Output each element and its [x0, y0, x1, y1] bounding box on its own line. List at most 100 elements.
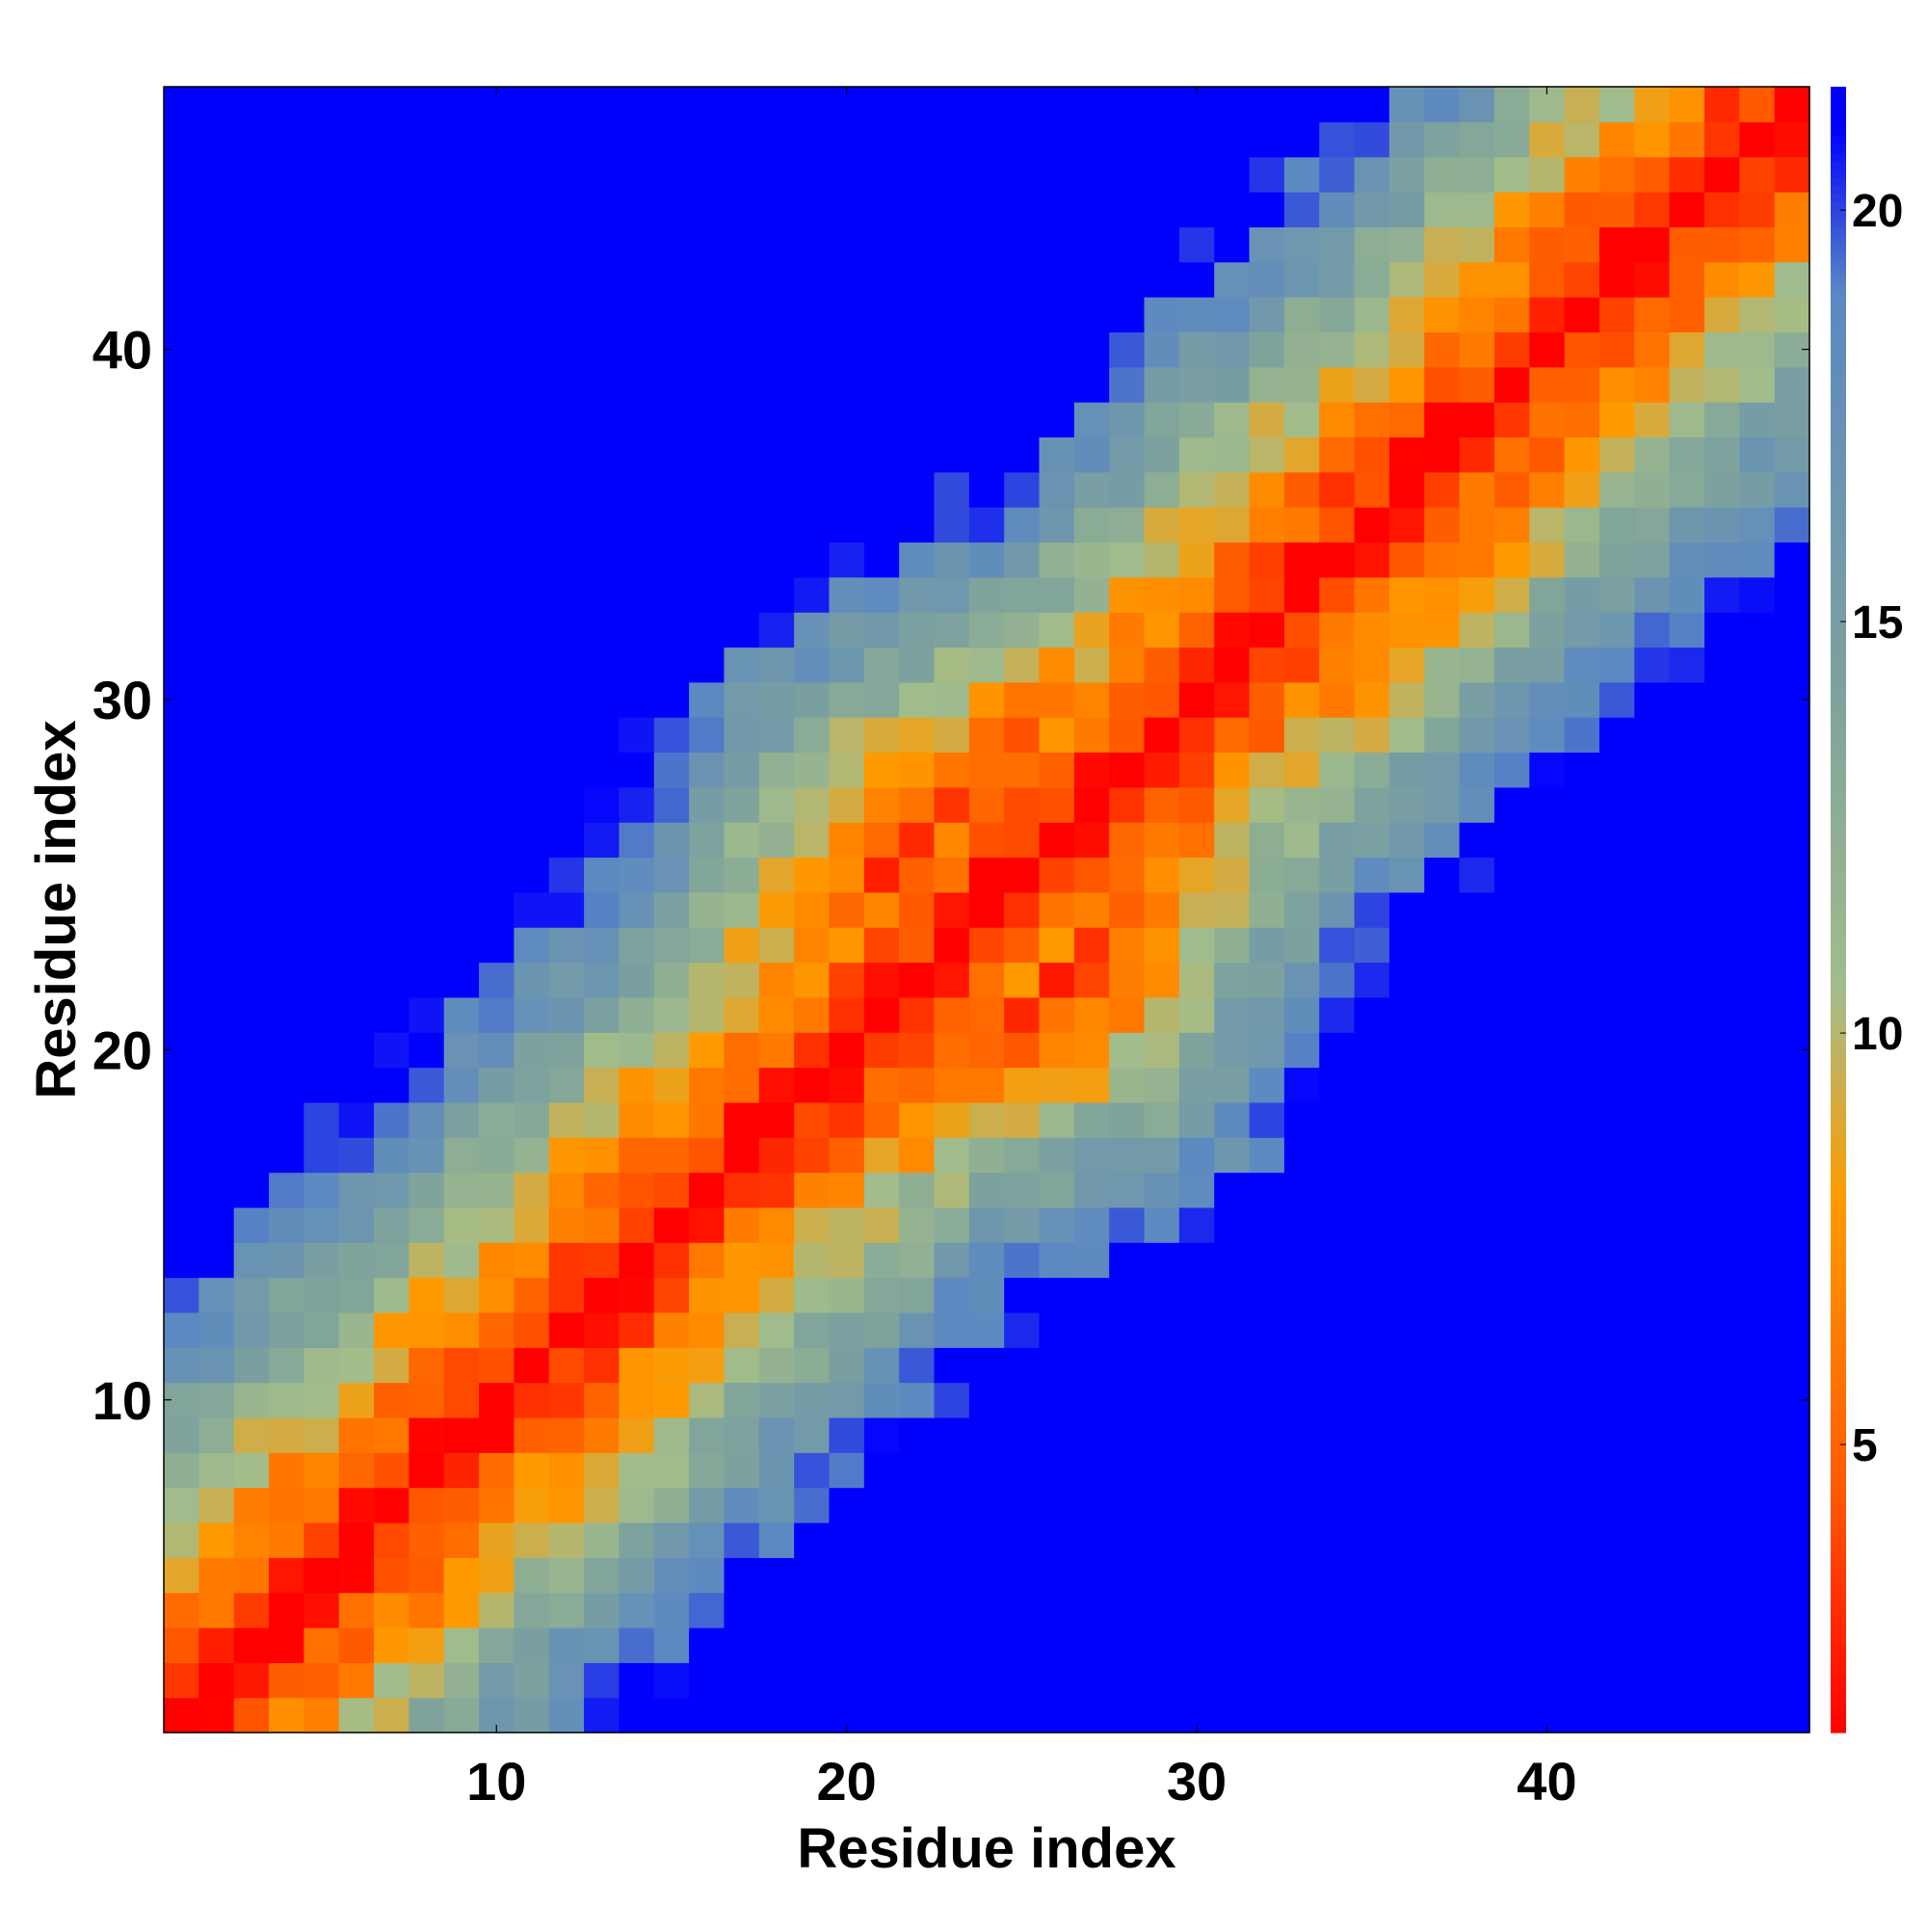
heatmap-cell: [1529, 647, 1566, 683]
heatmap-cell: [1493, 1592, 1530, 1628]
heatmap-cell: [1493, 1662, 1530, 1699]
heatmap-cell: [1214, 437, 1251, 473]
heatmap-cell: [934, 1487, 970, 1523]
heatmap-cell: [514, 437, 550, 473]
colorbar-segment: [1831, 1304, 1846, 1314]
heatmap-cell: [1634, 857, 1671, 893]
heatmap-cell: [1319, 471, 1356, 508]
heatmap-cell: [409, 1311, 445, 1348]
heatmap-cell: [1634, 927, 1671, 964]
heatmap-cell: [1564, 822, 1600, 859]
heatmap-cell: [1249, 87, 1285, 122]
colorbar-segment: [1831, 194, 1846, 203]
heatmap-cell: [1459, 87, 1495, 122]
heatmap-cell: [1424, 121, 1461, 158]
heatmap-cell: [1598, 297, 1635, 332]
colorbar-segment: [1831, 1535, 1846, 1545]
heatmap-cell: [1004, 542, 1041, 578]
heatmap-cell: [584, 1067, 620, 1103]
heatmap-cell: [514, 226, 550, 263]
heatmap-cell: [198, 1067, 235, 1103]
colorbar-tick-label: 5: [1852, 1420, 1878, 1471]
heatmap-cell: [584, 121, 620, 158]
heatmap-cell: [1214, 1137, 1251, 1174]
heatmap-cell: [1739, 717, 1776, 754]
heatmap-cell: [514, 1416, 550, 1453]
heatmap-cell: [689, 402, 726, 437]
heatmap-cell: [514, 857, 550, 893]
colorbar-segment: [1831, 1436, 1846, 1445]
heatmap-cell: [1459, 1522, 1495, 1558]
heatmap-cell: [1249, 121, 1285, 158]
heatmap-cell: [1354, 857, 1390, 893]
colorbar-segment: [1831, 852, 1846, 861]
heatmap-cell: [968, 681, 1005, 718]
colorbar-segment: [1831, 506, 1846, 516]
heatmap-cell: [1424, 1277, 1461, 1313]
heatmap-cell: [269, 87, 304, 122]
heatmap-cell: [689, 1067, 726, 1103]
heatmap-cell: [338, 891, 375, 928]
heatmap-cell: [443, 1627, 480, 1663]
heatmap-cell: [409, 1347, 445, 1384]
heatmap-cell: [548, 822, 585, 859]
heatmap-cell: [479, 647, 515, 683]
heatmap-cell: [689, 576, 726, 613]
heatmap-cell: [479, 996, 515, 1033]
heatmap-cell: [409, 156, 445, 193]
heatmap-cell: [1598, 121, 1635, 158]
heatmap-cell: [164, 1277, 199, 1313]
heatmap-cell: [1598, 1137, 1635, 1174]
heatmap-cell: [1739, 612, 1776, 648]
heatmap-cell: [338, 1592, 375, 1628]
heatmap-cell: [1004, 1172, 1041, 1208]
colorbar-segment: [1831, 1222, 1846, 1231]
heatmap-cell: [374, 1242, 409, 1279]
heatmap-cell: [689, 822, 726, 859]
heatmap-cell: [1774, 121, 1810, 158]
colorbar-segment: [1831, 917, 1846, 927]
heatmap-cell: [1178, 542, 1215, 578]
heatmap-cell: [409, 1522, 445, 1558]
heatmap-cell: [829, 996, 865, 1033]
heatmap-cell: [1178, 261, 1215, 298]
heatmap-cell: [829, 1277, 865, 1313]
heatmap-cell: [304, 402, 340, 437]
heatmap-cell: [1144, 192, 1180, 227]
heatmap-cell: [1703, 962, 1740, 998]
colorbar-segment: [1831, 276, 1846, 285]
colorbar-segment: [1831, 810, 1846, 820]
heatmap-cell: [1319, 366, 1356, 403]
heatmap-cell: [899, 437, 936, 473]
heatmap-cell: [1249, 717, 1285, 754]
heatmap-cell: [164, 576, 199, 613]
heatmap-cell: [233, 1172, 270, 1208]
heatmap-cell: [899, 226, 936, 263]
heatmap-cell: [338, 927, 375, 964]
heatmap-cell: [1669, 576, 1705, 613]
heatmap-cell: [1004, 822, 1041, 859]
heatmap-cell: [1144, 927, 1180, 964]
heatmap-cell: [584, 1662, 620, 1699]
heatmap-cell: [304, 1172, 340, 1208]
heatmap-cell: [724, 1242, 760, 1279]
heatmap-cell: [1354, 1662, 1390, 1699]
heatmap-cell: [548, 1206, 585, 1243]
heatmap-cell: [1739, 891, 1776, 928]
heatmap-cell: [619, 962, 655, 998]
heatmap-cell: [374, 1067, 409, 1103]
heatmap-cell: [1004, 647, 1041, 683]
heatmap-cell: [1634, 612, 1671, 648]
heatmap-cell: [968, 996, 1005, 1033]
heatmap-cell: [1459, 1347, 1495, 1384]
heatmap-cell: [1424, 366, 1461, 403]
heatmap-cell: [233, 1522, 270, 1558]
heatmap-cell: [479, 822, 515, 859]
heatmap-cell: [968, 1382, 1005, 1418]
heatmap-cell: [899, 507, 936, 543]
heatmap-cell: [899, 857, 936, 893]
heatmap-cell: [479, 1452, 515, 1489]
heatmap-cell: [479, 1382, 515, 1418]
heatmap-cell: [1598, 647, 1635, 683]
heatmap-cell: [794, 471, 831, 508]
